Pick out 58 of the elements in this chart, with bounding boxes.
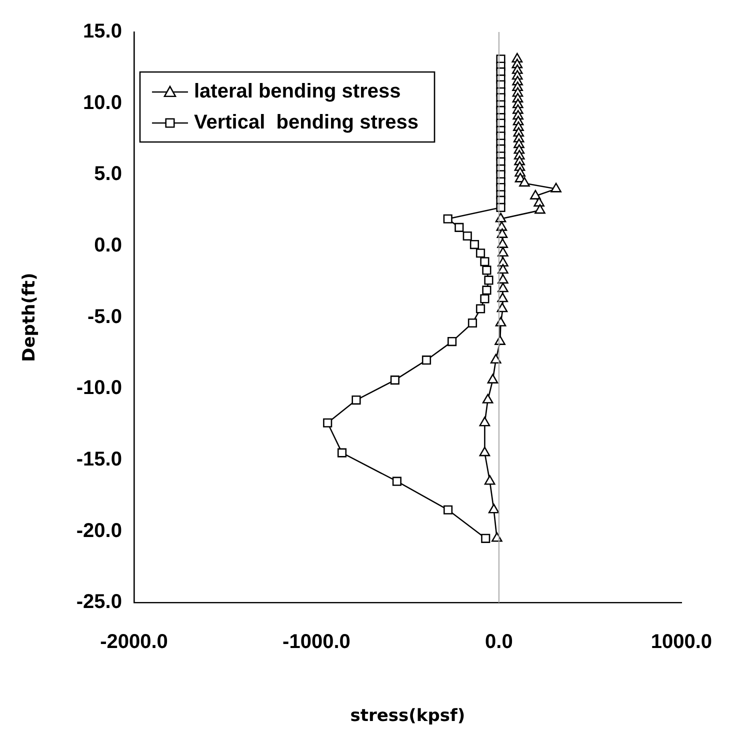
point (488, 504, 500, 514)
point (448, 337, 457, 346)
y-tick-label: 15.0 (83, 20, 122, 43)
x-tick-label: -1000.0 (282, 631, 350, 654)
point (454, 222, 464, 232)
point (498, 282, 508, 292)
point (481, 534, 490, 543)
point (479, 446, 490, 456)
y-tick-label: 5.0 (94, 163, 122, 186)
point (337, 448, 347, 458)
legend-label: lateral bending stress (194, 80, 401, 103)
point (484, 475, 496, 485)
x-tick-label: -2000.0 (100, 631, 168, 654)
point (496, 302, 508, 312)
point (482, 286, 492, 295)
point (352, 396, 361, 405)
point (468, 318, 478, 328)
point (530, 190, 541, 200)
legend-label: Vertical bending stress (194, 112, 419, 134)
point (323, 418, 332, 428)
point (479, 416, 490, 426)
point (470, 240, 480, 250)
y-tick-label: 10.0 (83, 92, 122, 114)
point (497, 292, 508, 302)
point (519, 177, 530, 187)
point (534, 204, 546, 214)
y-tick-label: 0.0 (94, 234, 122, 256)
x-tick-label: 1000.0 (650, 631, 712, 654)
point (497, 238, 508, 248)
point (480, 294, 490, 304)
point (484, 276, 494, 285)
point (390, 376, 400, 385)
point (534, 197, 544, 207)
point (496, 228, 508, 238)
point (498, 246, 508, 257)
point (498, 274, 508, 284)
point (392, 476, 402, 486)
y-axis-title: Depth(ft) (20, 272, 40, 362)
point (480, 257, 490, 266)
point (462, 231, 472, 241)
point (487, 374, 498, 384)
point (422, 356, 432, 365)
point (550, 182, 562, 192)
point (498, 264, 508, 274)
x-tick-label: 0.0 (485, 631, 513, 654)
point (482, 266, 492, 275)
point (443, 505, 453, 514)
point (476, 304, 486, 314)
y-tick-label: -5.0 (88, 306, 122, 328)
point (443, 214, 452, 224)
y-tick-label: -20.0 (76, 520, 122, 542)
point (490, 354, 502, 364)
point (482, 394, 494, 404)
y-tick-label: -25.0 (76, 591, 122, 614)
y-tick-label: -15.0 (76, 448, 122, 470)
x-axis-title: stress(kpsf) (350, 706, 466, 726)
y-tick-label: -10.0 (76, 377, 122, 400)
point (476, 248, 486, 258)
